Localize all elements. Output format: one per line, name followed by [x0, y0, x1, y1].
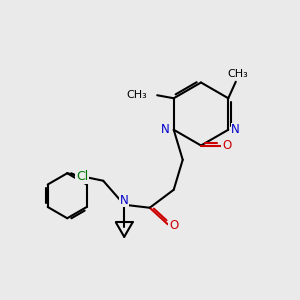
Text: O: O: [222, 139, 231, 152]
Text: CH₃: CH₃: [126, 90, 147, 100]
Text: N: N: [231, 123, 240, 136]
Text: CH₃: CH₃: [227, 69, 248, 79]
Text: N: N: [120, 194, 129, 207]
Text: Cl: Cl: [76, 170, 88, 184]
Text: N: N: [161, 123, 170, 136]
Text: O: O: [169, 219, 178, 232]
